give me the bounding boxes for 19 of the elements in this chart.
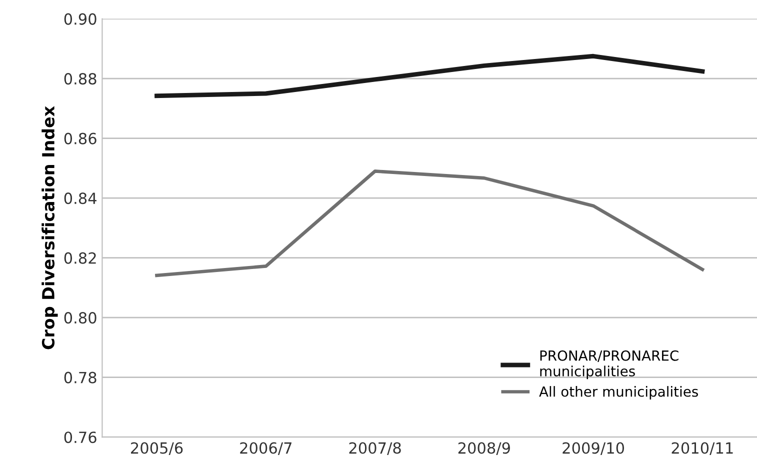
y-tick-label: 0.88 [64,73,96,85]
y-tick-label: 0.84 [64,192,96,204]
legend-label: All other municipalities [539,386,698,400]
y-tick-label: 0.76 [64,432,96,444]
x-tick-label: 2009/10 [562,442,624,455]
y-tick-label: 0.90 [64,13,96,25]
x-tick-label: 2008/9 [458,442,510,455]
x-tick-label: 2005/6 [131,442,183,455]
line-series [155,170,704,278]
x-tick-label: 2007/8 [349,442,401,455]
x-tick-label: 2010/11 [672,442,733,455]
legend-label: PRONAR/PRONAREC municipalities [540,350,678,380]
y-tick-label: 0.86 [64,132,96,144]
y-tick-label: 0.78 [64,372,96,384]
y-tick-label: 0.80 [64,312,96,324]
y-tick-label: 0.82 [64,252,96,264]
y-axis-title: Crop Diversification Index [42,106,58,350]
x-tick-label: 2006/7 [240,442,292,455]
line-series [154,54,705,98]
